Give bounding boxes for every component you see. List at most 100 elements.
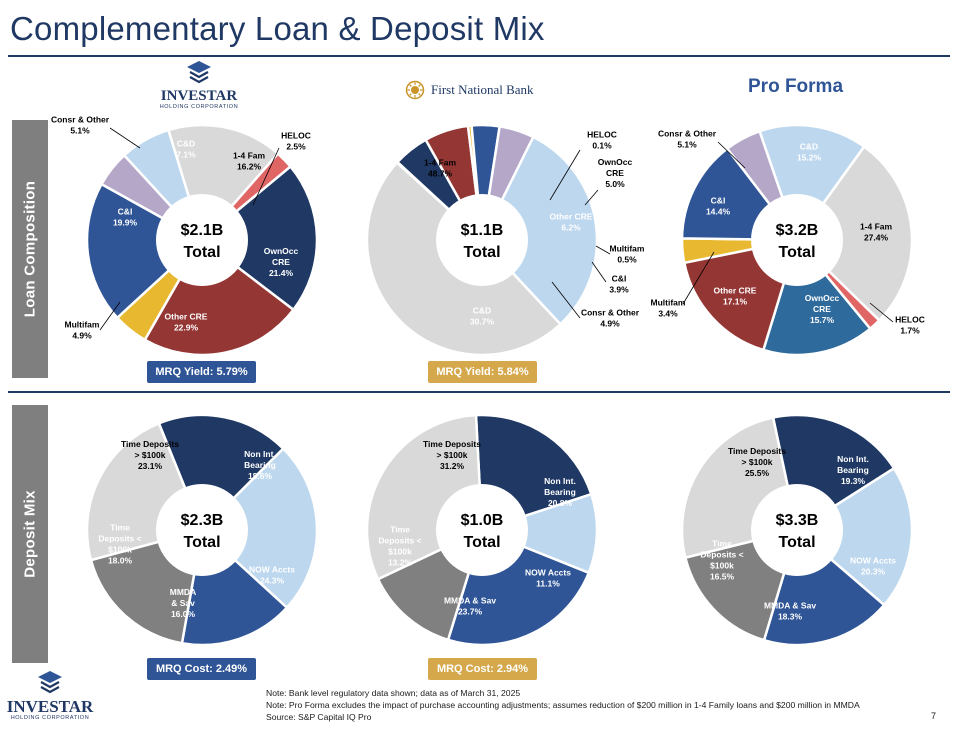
fnb_loan-label-consr-other: Consr & Other 4.9% <box>581 308 640 329</box>
footnotes: Note: Bank level regulatory data shown; … <box>266 687 860 723</box>
investar_deposit-center-label: $2.3B <box>181 512 224 529</box>
investar_deposit-center-hole <box>156 484 248 576</box>
proforma_loan-label-other-cre: Other CRE 17.1% <box>714 286 757 307</box>
investar-footer-logo-mark-icon <box>38 671 62 694</box>
fnb_deposit-label-now-accts: NOW Accts 11.1% <box>525 568 571 589</box>
investar_loan-leader-multifam <box>99 301 121 331</box>
investar_deposit-slice-non-int-bearing <box>157 413 286 533</box>
proforma_loan-label-heloc: HELOC 1.7% <box>895 315 925 336</box>
investar_loan-center-hole <box>156 194 248 286</box>
investar-footer-logo-sub: HOLDING CORPORATION <box>10 715 90 721</box>
fnb_loan-label-other-cre: Other CRE 6.2% <box>550 212 593 233</box>
fnb_loan-label-1-4-fam: 1-4 Fam 48.7% <box>424 158 457 179</box>
investar_loan-label-c-d: C&D 7.1% <box>176 139 196 160</box>
investar_loan-leader-heloc <box>252 147 280 206</box>
footnote-3: Source: S&P Capital IQ Pro <box>266 712 372 722</box>
investar_deposit-pie: $2.3B Total Non Int. Bearing 18.6% NOW Accts 2… <box>85 413 319 647</box>
proforma_deposit-center-hole <box>751 484 843 576</box>
investar_deposit-label-time-deposits-100k: Time Deposits < $100k 18.0% <box>98 523 141 566</box>
investar_deposit-slice-now-accts <box>200 446 319 610</box>
fnb-cost-badge: MRQ Cost: 2.94% <box>428 658 537 680</box>
investar_loan-label-heloc: HELOC 2.5% <box>281 131 311 152</box>
investar_loan-pie: $2.1B Total 1-4 Fam 16.2% HELOC 2.5% OwnOcc CRE… <box>51 115 319 357</box>
fnb_deposit-label-time-deposits-100k: Time Deposits < $100k 13.2% <box>378 525 421 568</box>
investar_loan-label-ownocc-cre: OwnOcc CRE 21.4% <box>264 246 299 278</box>
proforma_loan-label-consr-other: Consr & Other 5.1% <box>658 129 717 150</box>
fnb_loan-label-heloc: HELOC 0.1% <box>587 130 617 151</box>
fnb-yield-badge: MRQ Yield: 5.84% <box>428 361 537 383</box>
fnb_loan-center-label: $1.1B <box>461 222 504 239</box>
fnb_loan-leader-c-i <box>591 261 607 283</box>
investar_loan-center-label: $2.1B <box>181 222 224 239</box>
fnb_deposit-pie: $1.0B Total Non Int. Bearing 20.8% NOW Accts 1… <box>365 413 599 647</box>
investar_loan-center-label: Total <box>183 244 220 261</box>
page-number: 7 <box>931 711 937 721</box>
fnb_loan-leader-consr-other <box>551 281 581 319</box>
fnb_loan-leader-multifam <box>595 245 611 255</box>
fnb_loan-leader-heloc <box>549 149 581 201</box>
fnb_deposit-label-time-deposits-100k: Time Deposits > $100k 31.2% <box>423 439 481 471</box>
fnb_deposit-label-mmda-sav: MMDA & Sav 23.7% <box>444 596 496 617</box>
fnb_loan-slice-c-d <box>480 135 599 326</box>
fnb-logo: First National Bank <box>405 80 534 100</box>
investar_deposit-label-non-int-bearing: Non Int. Bearing 18.6% <box>244 449 276 481</box>
fnb_loan-leader-ownocc-cre <box>584 189 599 206</box>
proforma_loan-center-label: Total <box>778 244 815 261</box>
investar_loan-label-1-4-fam: 1-4 Fam 16.2% <box>233 151 266 172</box>
proforma_deposit-slice-now-accts <box>794 466 914 607</box>
proforma_deposit-label-mmda-sav: MMDA & Sav 18.3% <box>764 601 816 622</box>
proforma_deposit-center-label: $3.3B <box>776 512 819 529</box>
proforma_deposit-pie: $3.3B Total Non Int. Bearing 19.3% NOW Accts 2… <box>680 413 914 647</box>
proforma_loan-label-c-i: C&I 14.4% <box>706 196 731 217</box>
section-divider <box>8 391 950 393</box>
fnb_loan-label-c-i: C&I 3.9% <box>609 274 629 295</box>
investar-footer-logo: INVESTAR HOLDING CORPORATION <box>4 670 96 721</box>
proforma_loan-slice-1-4-fam <box>795 144 914 323</box>
proforma_loan-slice-c-d <box>757 123 866 243</box>
proforma_deposit-center-label: Total <box>778 534 815 551</box>
fnb_deposit-center-label: Total <box>463 534 500 551</box>
investar_loan-label-multifam: Multifam 4.9% <box>65 320 100 341</box>
investar-logo-sub: HOLDING CORPORATION <box>159 104 239 110</box>
investar_deposit-label-now-accts: NOW Accts 24.3% <box>249 565 295 586</box>
proforma_deposit-label-now-accts: NOW Accts 20.3% <box>850 556 896 577</box>
investar_loan-slice-other-cre <box>143 238 296 357</box>
investar_loan-leader-consr-other <box>109 127 141 149</box>
investar_loan-slice-c-i <box>85 182 205 320</box>
proforma_loan-pie: $3.2B Total C&D 15.2% 1-4 Fam 27.4% HELOC 1.7% O… <box>651 123 925 357</box>
investar_deposit-label-time-deposits-100k: Time Deposits > $100k 23.1% <box>121 439 179 471</box>
fnb-sun-icon <box>405 80 425 100</box>
fnb_deposit-center-label: $1.0B <box>461 512 504 529</box>
proforma_loan-label-c-d: C&D 15.2% <box>797 142 822 163</box>
proforma_loan-center-label: $3.2B <box>776 222 819 239</box>
proforma_deposit-label-non-int-bearing: Non Int. Bearing 19.3% <box>837 454 869 486</box>
investar_deposit-label-mmda-sav: MMDA & Sav 16.0% <box>170 587 196 619</box>
investar-logo-mark-icon <box>187 61 211 84</box>
proforma_loan-label-ownocc-cre: OwnOcc CRE 15.7% <box>805 293 840 325</box>
fnb_loan-center-hole <box>436 194 528 286</box>
proforma_loan-center-hole <box>751 194 843 286</box>
fnb-logo-name: First National Bank <box>431 82 534 97</box>
pro-forma-heading: Pro Forma <box>748 76 844 97</box>
page-title: Complementary Loan & Deposit Mix <box>10 10 545 47</box>
fnb_deposit-center-hole <box>436 484 528 576</box>
fnb_loan-label-c-d: C&D 30.7% <box>470 306 495 327</box>
investar_loan-label-consr-other: Consr & Other 5.1% <box>51 115 110 136</box>
investar_loan-label-c-i: C&I 19.9% <box>113 207 138 228</box>
proforma_loan-leader-consr-other <box>717 141 746 169</box>
proforma_loan-leader-heloc <box>869 302 894 323</box>
proforma_loan-label-1-4-fam: 1-4 Fam 27.4% <box>860 222 893 243</box>
proforma_deposit-label-time-deposits-100k: Time Deposits < $100k 16.5% <box>700 539 743 582</box>
investar_deposit-center-label: Total <box>183 534 220 551</box>
proforma_loan-leader-multifam <box>682 251 715 305</box>
proforma_deposit-label-time-deposits-100k: Time Deposits > $100k 25.5% <box>728 446 786 478</box>
title-divider <box>8 55 950 57</box>
investar_loan-label-other-cre: Other CRE 22.9% <box>165 312 208 333</box>
investar_loan-slice-ownocc-cre <box>199 164 319 312</box>
fnb_loan-pie: $1.1B Total 1-4 Fam 48.7% HELOC 0.1% OwnOcc CRE… <box>365 123 645 357</box>
investar-logo: INVESTAR HOLDING CORPORATION <box>157 60 241 110</box>
footnote-2: Note: Pro Forma excludes the impact of p… <box>266 700 860 710</box>
loan-section-bar: Loan Composition <box>12 120 48 378</box>
fnb_loan-center-label: Total <box>463 244 500 261</box>
